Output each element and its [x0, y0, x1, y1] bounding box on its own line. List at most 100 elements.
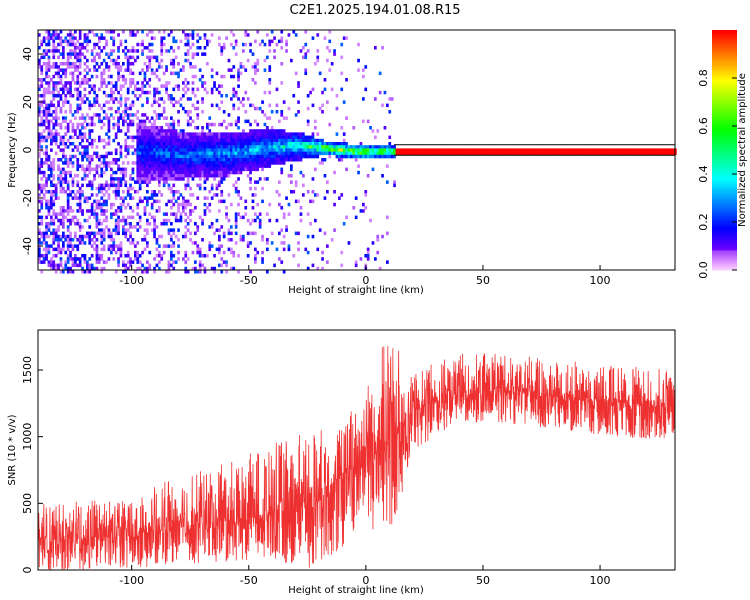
spectrogram-cell: [218, 180, 221, 184]
spectrogram-cell: [246, 138, 250, 143]
spectrogram-cell: [208, 244, 212, 248]
spectrogram-cell: [364, 254, 368, 258]
spectrogram-cell: [167, 94, 171, 98]
spectrogram-cell: [38, 122, 41, 127]
spectrogram-cell: [134, 151, 137, 156]
spectrogram-cell: [66, 164, 70, 168]
spectrogram-cell: [345, 215, 348, 220]
spectrogram-cell: [52, 49, 56, 53]
spectrogram-cell: [402, 148, 406, 152]
spectrogram-cell: [186, 202, 190, 207]
spectrogram-cell: [95, 33, 99, 37]
spectrogram-cell: [261, 135, 264, 140]
spectrogram-cell: [114, 209, 118, 213]
spectrogram-cell: [232, 167, 236, 172]
spectrogram-cell: [282, 161, 286, 165]
spectrogram-cell: [83, 119, 87, 124]
spectrogram-cell: [232, 87, 236, 92]
spectrogram-cell: [90, 116, 94, 120]
spectrogram-cell: [191, 87, 195, 92]
spectrogram-cell: [234, 180, 238, 184]
spectrogram-cell: [124, 78, 128, 82]
spectrogram-cell: [270, 110, 274, 114]
spectrogram-cell: [357, 151, 360, 156]
spectrogram-cell: [117, 68, 120, 72]
spectrogram-cell: [71, 78, 75, 82]
spectrogram-cell: [167, 132, 171, 136]
spectrogram-cell: [62, 212, 65, 216]
spectrogram-cell: [316, 33, 320, 37]
spectrogram-cell: [184, 202, 188, 207]
spectrogram-cell: [302, 193, 305, 197]
spectrogram-cell: [69, 250, 72, 255]
spectrogram-cell: [326, 58, 329, 63]
spectrogram-cell: [198, 177, 202, 181]
spectrogram-cell: [345, 116, 348, 120]
spectrogram-cell: [78, 238, 82, 242]
spectrogram-cell: [54, 196, 58, 200]
spectrogram-cell: [160, 129, 164, 133]
spectrogram-cell: [234, 164, 238, 168]
spectrogram-cell: [302, 138, 305, 143]
spectrogram-cell: [285, 116, 288, 120]
spectrogram-cell: [129, 135, 132, 140]
spectrogram-cell: [76, 218, 80, 223]
spectrogram-cell: [100, 126, 104, 130]
spectrogram-cell: [292, 135, 296, 140]
spectrogram-cell: [172, 212, 176, 216]
spectrogram-cell: [256, 158, 260, 162]
spectrogram-cell: [69, 222, 72, 226]
spectrogram-cell: [119, 87, 123, 92]
spectrogram-cell: [347, 241, 351, 245]
spectrogram-cell: [326, 190, 329, 194]
spectrogram-cell: [177, 206, 180, 210]
spectrogram-cell: [100, 206, 104, 210]
spectrogram-cell: [146, 148, 149, 152]
spectrogram-cell: [143, 247, 147, 252]
spectrogram-cell: [167, 122, 171, 127]
spectrogram-cell: [162, 222, 166, 226]
spectrogram-cell: [88, 266, 92, 271]
spectrogram-cell: [126, 222, 130, 226]
spectrogram-cell: [196, 87, 200, 92]
spectrogram-cell: [141, 81, 144, 85]
spectrogram-cell: [450, 148, 454, 152]
spectrogram-cell: [93, 212, 96, 216]
spectrogram-cell: [90, 119, 94, 124]
spectrogram-cell: [280, 206, 284, 210]
spectrogram-cell: [83, 46, 87, 50]
spectrogram-cell: [126, 238, 130, 242]
spectrogram-cell: [304, 71, 308, 76]
spectrogram-cell: [146, 158, 149, 162]
spectrogram-cell: [88, 132, 92, 136]
spectrogram-cell: [186, 110, 190, 114]
spectrogram-cell: [297, 148, 300, 152]
spectrogram-cell: [227, 167, 231, 172]
spectrogram-cell: [126, 148, 130, 152]
spectrogram-cell: [129, 196, 132, 200]
spectrogram-cell: [213, 135, 216, 140]
spectrogram-cell: [165, 167, 168, 172]
spectrogram-cell: [186, 52, 190, 56]
spectrogram-cell: [371, 154, 375, 159]
spectrogram-cell: [57, 36, 60, 40]
spectrogram-cell: [551, 148, 555, 152]
spectrogram-cell: [184, 254, 188, 258]
spectrogram-cell: [266, 33, 269, 37]
spectrogram-cell: [477, 148, 480, 152]
spectrogram-cell: [290, 190, 293, 194]
spectrogram-cell: [210, 196, 214, 200]
spectrogram-cell: [76, 46, 80, 50]
spectrogram-cell: [71, 183, 75, 188]
spectrogram-cell: [146, 142, 149, 146]
spectrogram-cell: [52, 81, 56, 85]
spectrogram-cell: [107, 65, 111, 69]
spectrogram-cell: [160, 158, 164, 162]
spectrogram-cell: [42, 110, 46, 114]
spectrogram-cell: [210, 135, 214, 140]
spectrogram-cell: [311, 263, 315, 268]
spectrogram-cell: [112, 241, 116, 245]
spectrogram-cell: [54, 215, 58, 220]
spectrogram-cell: [69, 266, 72, 271]
spectrogram-cell: [304, 247, 308, 252]
